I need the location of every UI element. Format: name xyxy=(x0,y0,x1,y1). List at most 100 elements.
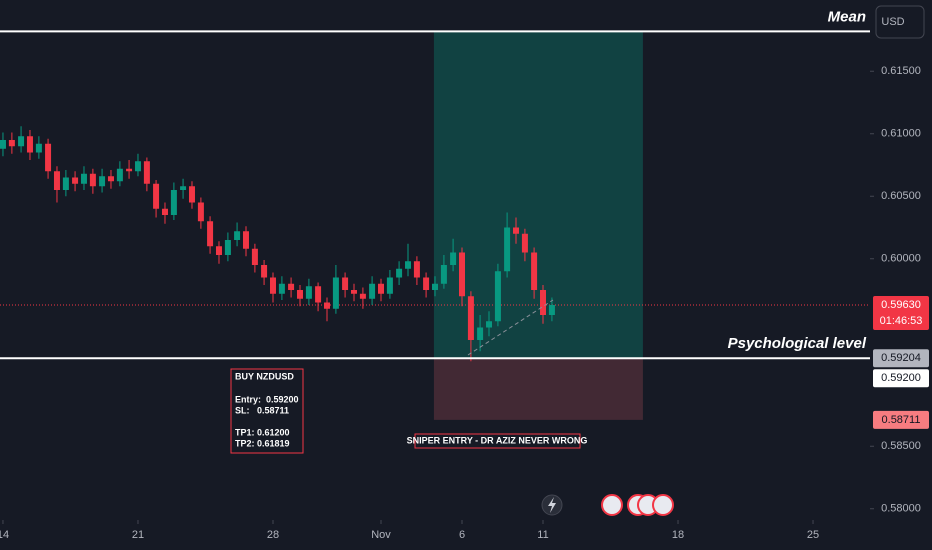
candle-body xyxy=(467,296,474,340)
candle-body xyxy=(134,161,141,172)
candle-body xyxy=(269,277,276,294)
y-tick-label: 0.60500 xyxy=(881,190,921,202)
candle-body xyxy=(332,277,339,309)
candle-body xyxy=(207,221,214,247)
x-tick-label: 6 xyxy=(459,529,465,541)
candle-body xyxy=(369,283,376,299)
candle-body xyxy=(404,261,411,269)
note-line: TP1: 0.61200 xyxy=(235,427,290,437)
price-tag xyxy=(873,349,929,368)
x-tick-label: 25 xyxy=(807,529,819,541)
position-layer xyxy=(433,31,643,420)
candle-body xyxy=(305,286,312,299)
main-layer: Mean Psychological level BUY NZDUSD Entry: … xyxy=(0,8,870,454)
candle-body xyxy=(126,168,133,172)
y-tick-label: 0.61000 xyxy=(881,128,921,140)
candle-body xyxy=(477,327,484,340)
trend-line xyxy=(467,299,554,356)
candle-body xyxy=(296,290,303,299)
candle-body xyxy=(8,140,15,147)
loss-zone xyxy=(433,358,643,420)
candle-body xyxy=(153,183,160,209)
currency-button[interactable] xyxy=(875,5,925,39)
candle-body xyxy=(99,176,106,187)
candle-body xyxy=(342,277,349,290)
candle-body xyxy=(359,293,366,299)
candle-body xyxy=(72,177,79,184)
price-tag xyxy=(873,410,929,429)
x-tick-label: 18 xyxy=(672,529,684,541)
note-line: SL: 0.58711 xyxy=(235,405,289,415)
candle-body xyxy=(89,173,96,187)
candle-body xyxy=(432,283,438,290)
lightning-icon xyxy=(548,497,556,513)
candle-body xyxy=(107,176,114,182)
candle-body xyxy=(504,227,511,272)
y-tick-label: 0.58500 xyxy=(881,440,921,452)
y-tick-label: 0.61500 xyxy=(881,65,921,77)
flag-icon[interactable] xyxy=(652,494,674,516)
candle-body xyxy=(278,283,285,294)
flag-icon[interactable] xyxy=(601,494,623,516)
candle-body xyxy=(413,261,420,278)
last-price-tag xyxy=(873,296,929,330)
x-tick-label: 11 xyxy=(537,529,548,541)
x-tick-label: 28 xyxy=(267,529,279,541)
candle-body xyxy=(0,140,6,149)
price-tag-label: 0.58711 xyxy=(882,414,921,426)
candle-body xyxy=(26,136,33,153)
candle-body xyxy=(531,252,538,290)
candle-body xyxy=(423,277,430,290)
candle-body xyxy=(53,171,60,190)
candle-body xyxy=(170,190,177,215)
candle-body xyxy=(540,290,547,315)
countdown: 01:46:53 xyxy=(880,315,923,327)
candle-body xyxy=(62,177,69,190)
candle-body xyxy=(80,173,87,184)
candle-body xyxy=(197,202,204,222)
candle-body xyxy=(188,186,195,203)
candle-body xyxy=(288,283,295,290)
note-line: BUY NZDUSD xyxy=(235,371,294,381)
candle-body xyxy=(459,252,466,297)
level-label: Mean xyxy=(828,8,866,25)
price-axis xyxy=(870,0,932,550)
candle-body xyxy=(513,227,520,234)
profit-zone xyxy=(433,31,643,359)
y-tick-label: 0.60000 xyxy=(881,253,921,265)
candle-body xyxy=(18,136,25,147)
candle-body xyxy=(548,305,555,315)
candle-body xyxy=(494,271,501,322)
candle-body xyxy=(224,240,231,255)
candle-body xyxy=(251,248,258,265)
candle-body xyxy=(35,143,42,153)
x-tick-label: 21 xyxy=(132,529,144,541)
candle-body xyxy=(161,208,168,215)
note-text: SNIPER ENTRY - DR AZIZ NEVER WRONG xyxy=(407,435,588,445)
note-box xyxy=(414,433,581,449)
candle-body xyxy=(386,277,393,294)
note-line: Entry: 0.59200 xyxy=(235,394,299,404)
candle-body xyxy=(377,283,384,294)
currency-label[interactable]: USD xyxy=(881,16,904,28)
candle-body xyxy=(450,252,457,265)
candle-body xyxy=(234,231,241,240)
level-label: Psychological level xyxy=(728,335,867,352)
price-tag xyxy=(873,369,929,388)
candle-body xyxy=(440,265,447,284)
x-tick-label: Nov xyxy=(371,529,391,541)
note-box xyxy=(230,368,304,454)
candle-body xyxy=(350,290,357,294)
candle-body xyxy=(45,143,52,172)
candle-body xyxy=(261,265,268,278)
last-price-label: 0.59630 xyxy=(881,299,921,311)
price-tag-label: 0.59200 xyxy=(881,372,921,384)
x-tick-label: 14 xyxy=(0,529,9,541)
candle-body xyxy=(323,302,330,309)
y-tick-label: 0.58000 xyxy=(881,503,921,515)
candle-body xyxy=(215,246,222,255)
candle-body xyxy=(180,186,187,190)
